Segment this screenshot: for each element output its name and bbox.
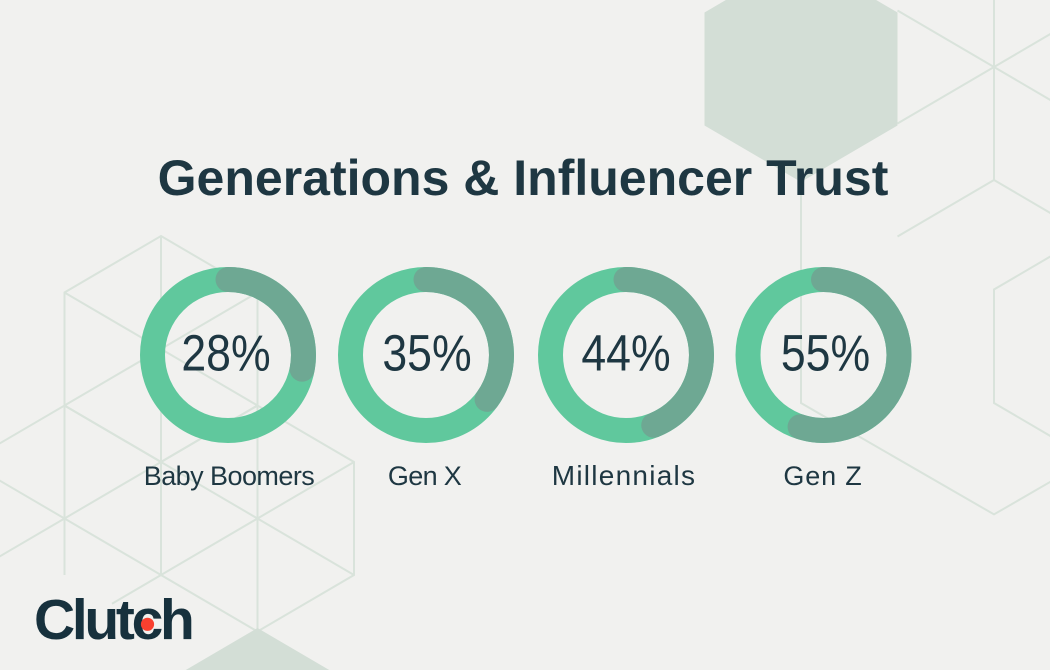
svg-text:Gen Z: Gen Z [783, 461, 862, 491]
svg-text:Gen X: Gen X [388, 461, 462, 491]
svg-text:28%: 28% [181, 326, 270, 382]
svg-text:35%: 35% [382, 326, 471, 382]
svg-text:Generations & Influencer Trust: Generations & Influencer Trust [158, 150, 889, 206]
svg-text:Baby Boomers: Baby Boomers [144, 461, 315, 491]
svg-text:Clutch: Clutch [34, 588, 192, 652]
svg-text:55%: 55% [781, 326, 870, 382]
svg-text:44%: 44% [581, 326, 670, 382]
svg-text:Millennials: Millennials [552, 460, 696, 491]
